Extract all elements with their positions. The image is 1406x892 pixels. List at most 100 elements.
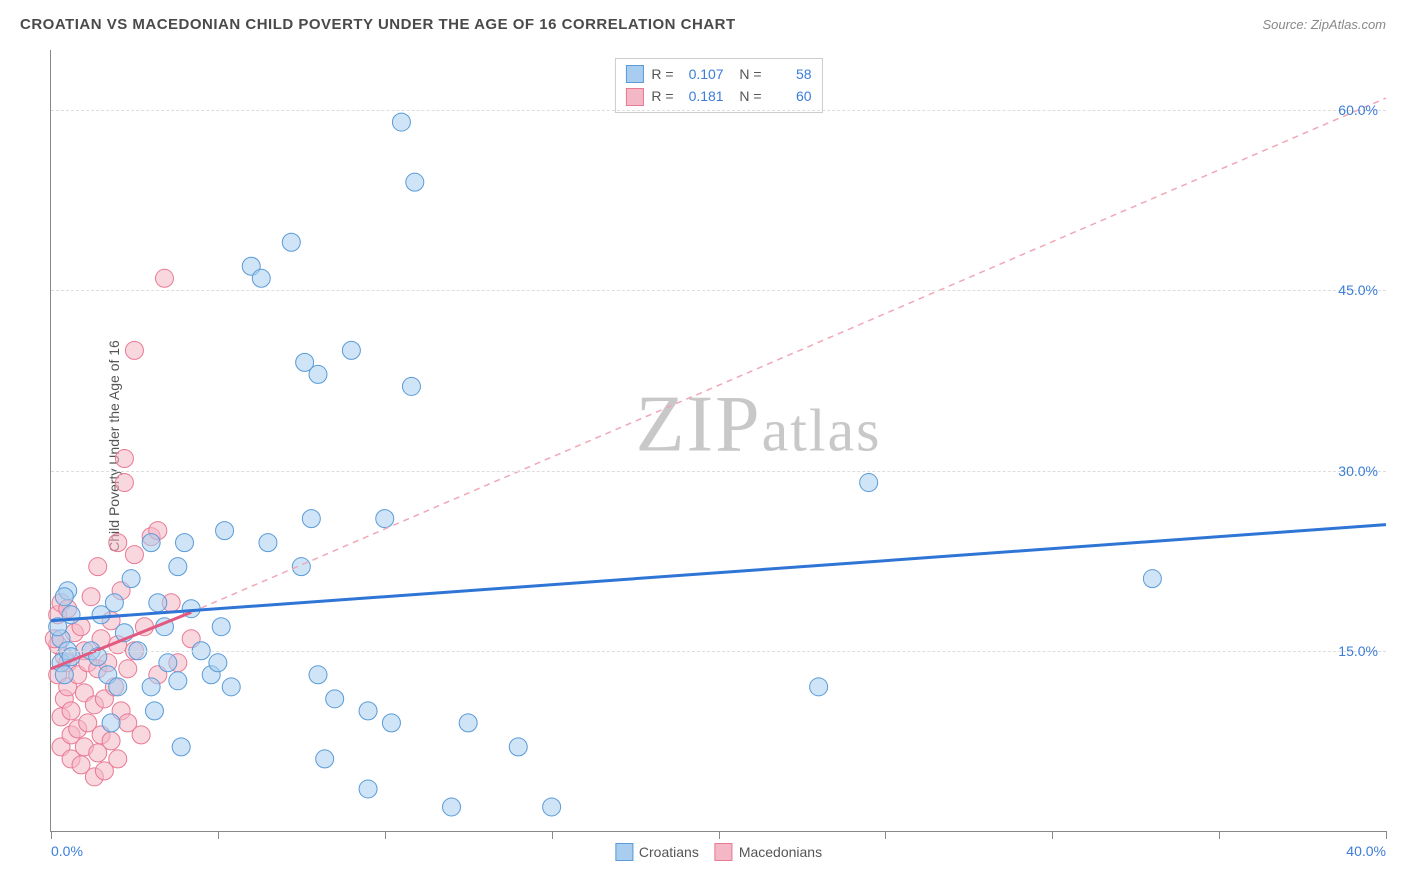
x-tick-min: 0.0% — [51, 843, 83, 859]
data-point — [89, 558, 107, 576]
data-point — [149, 594, 167, 612]
data-point — [115, 474, 133, 492]
data-point — [402, 377, 420, 395]
data-point — [316, 750, 334, 768]
gridline — [51, 651, 1386, 652]
data-point — [309, 666, 327, 684]
swatch-macedonians — [715, 843, 733, 861]
data-point — [132, 726, 150, 744]
x-tick — [719, 831, 720, 839]
data-point — [302, 510, 320, 528]
data-point — [212, 618, 230, 636]
x-tick — [1386, 831, 1387, 839]
y-tick-label: 30.0% — [1338, 463, 1378, 479]
data-point — [342, 341, 360, 359]
data-point — [216, 522, 234, 540]
data-point — [326, 690, 344, 708]
n-label: N = — [732, 85, 762, 107]
x-tick — [51, 831, 52, 839]
x-tick-max: 40.0% — [1346, 843, 1386, 859]
data-point — [102, 732, 120, 750]
data-point — [142, 678, 160, 696]
r-label: R = — [651, 63, 673, 85]
data-point — [282, 233, 300, 251]
stats-legend: R = 0.107 N = 58 R = 0.181 N = 60 — [614, 58, 822, 113]
series-legend: Croatians Macedonians — [615, 843, 822, 861]
legend-item-croatians: Croatians — [615, 843, 699, 861]
data-point — [109, 534, 127, 552]
data-point — [209, 654, 227, 672]
x-tick — [385, 831, 386, 839]
data-point — [115, 450, 133, 468]
data-point — [119, 660, 137, 678]
data-point — [810, 678, 828, 696]
y-tick-label: 45.0% — [1338, 282, 1378, 298]
data-point — [443, 798, 461, 816]
n-value-macedonians: 60 — [770, 85, 812, 107]
r-value-croatians: 0.107 — [682, 63, 724, 85]
data-point — [142, 534, 160, 552]
x-tick — [552, 831, 553, 839]
legend-item-macedonians: Macedonians — [715, 843, 822, 861]
legend-label-macedonians: Macedonians — [739, 844, 822, 860]
data-point — [55, 666, 73, 684]
data-point — [509, 738, 527, 756]
trend-line — [51, 525, 1386, 621]
data-point — [122, 570, 140, 588]
data-point — [109, 750, 127, 768]
data-point — [109, 678, 127, 696]
data-point — [359, 780, 377, 798]
stats-row-croatians: R = 0.107 N = 58 — [625, 63, 811, 85]
swatch-croatians — [625, 65, 643, 83]
x-tick — [885, 831, 886, 839]
data-point — [259, 534, 277, 552]
data-point — [1143, 570, 1161, 588]
legend-label-croatians: Croatians — [639, 844, 699, 860]
data-point — [860, 474, 878, 492]
y-tick-label: 15.0% — [1338, 643, 1378, 659]
data-point — [105, 594, 123, 612]
data-point — [62, 702, 80, 720]
x-tick — [1219, 831, 1220, 839]
data-point — [159, 654, 177, 672]
title-bar: CROATIAN VS MACEDONIAN CHILD POVERTY UND… — [0, 0, 1406, 40]
x-tick — [218, 831, 219, 839]
source-label: Source: ZipAtlas.com — [1262, 17, 1386, 32]
gridline — [51, 110, 1386, 111]
swatch-croatians — [615, 843, 633, 861]
plot-area: ZIPatlas R = 0.107 N = 58 R = 0.181 N = … — [50, 50, 1386, 832]
data-point — [406, 173, 424, 191]
r-label: R = — [651, 85, 673, 107]
stats-row-macedonians: R = 0.181 N = 60 — [625, 85, 811, 107]
y-tick-label: 60.0% — [1338, 102, 1378, 118]
data-point — [125, 546, 143, 564]
data-point — [55, 588, 73, 606]
data-point — [102, 714, 120, 732]
swatch-macedonians — [625, 88, 643, 106]
data-point — [82, 588, 100, 606]
data-point — [176, 534, 194, 552]
n-value-croatians: 58 — [770, 63, 812, 85]
data-point — [359, 702, 377, 720]
data-point — [376, 510, 394, 528]
data-point — [292, 558, 310, 576]
plot-svg — [51, 50, 1386, 831]
data-point — [169, 558, 187, 576]
data-point — [252, 269, 270, 287]
data-point — [169, 672, 187, 690]
data-point — [309, 365, 327, 383]
n-label: N = — [732, 63, 762, 85]
data-point — [382, 714, 400, 732]
trend-line — [191, 98, 1386, 612]
data-point — [155, 269, 173, 287]
x-tick — [1052, 831, 1053, 839]
gridline — [51, 471, 1386, 472]
data-point — [222, 678, 240, 696]
data-point — [125, 341, 143, 359]
data-point — [543, 798, 561, 816]
data-point — [145, 702, 163, 720]
data-point — [392, 113, 410, 131]
chart-container: CROATIAN VS MACEDONIAN CHILD POVERTY UND… — [0, 0, 1406, 892]
r-value-macedonians: 0.181 — [682, 85, 724, 107]
data-point — [172, 738, 190, 756]
